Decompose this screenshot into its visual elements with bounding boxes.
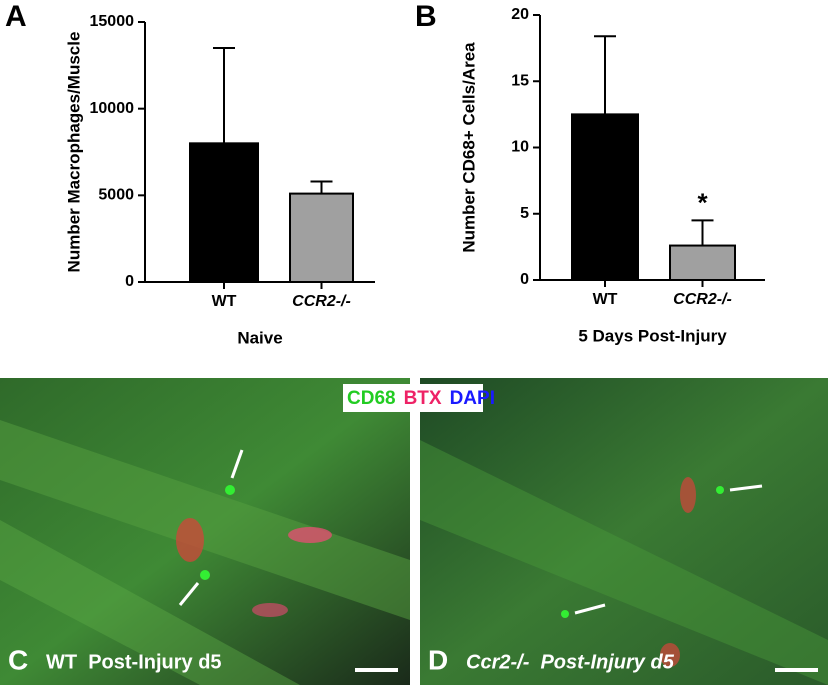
y-axis-label: Number CD68+ Cells/Area — [459, 42, 478, 253]
image-panel-label: D — [428, 644, 448, 675]
legend-box — [343, 384, 483, 412]
y-tick-label: 5 — [520, 205, 529, 222]
y-tick-label: 5000 — [98, 187, 134, 204]
x-axis-label: 5 Days Post-Injury — [578, 326, 727, 345]
image-panel-label: C — [8, 644, 28, 675]
y-tick-label: 15 — [511, 72, 529, 89]
y-tick-label: 0 — [520, 271, 529, 288]
y-tick-label: 20 — [511, 6, 529, 23]
y-axis-label: Number Macrophages/Muscle — [64, 32, 83, 273]
stain-label: DAPI — [450, 388, 495, 409]
image-c — [0, 378, 410, 685]
y-tick-label: 10 — [511, 139, 529, 156]
stain-label: CD68 — [347, 388, 396, 409]
y-tick-label: 15000 — [90, 13, 135, 30]
bar — [189, 142, 259, 283]
bar — [289, 192, 354, 284]
y-tick-label: 0 — [125, 273, 134, 290]
image-caption: WT Post-Injury d5 — [46, 651, 222, 673]
panel-label: B — [415, 0, 437, 33]
panel-label: A — [5, 0, 27, 33]
bar — [571, 113, 639, 281]
x-axis-label: Naive — [237, 328, 282, 347]
stain-legend: CD68 BTX DAPI — [347, 388, 495, 409]
x-tick-label: WT — [212, 293, 237, 310]
x-tick-label: CCR2-/- — [673, 291, 732, 308]
x-tick-label: WT — [593, 291, 618, 308]
bar — [669, 244, 736, 282]
stain-label: BTX — [404, 388, 442, 409]
annotation: * — [697, 187, 708, 217]
x-tick-label: CCR2-/- — [292, 293, 351, 310]
image-d — [420, 378, 828, 685]
image-caption: Ccr2-/- Post-Injury d5 — [466, 651, 675, 673]
y-tick-label: 10000 — [90, 100, 135, 117]
